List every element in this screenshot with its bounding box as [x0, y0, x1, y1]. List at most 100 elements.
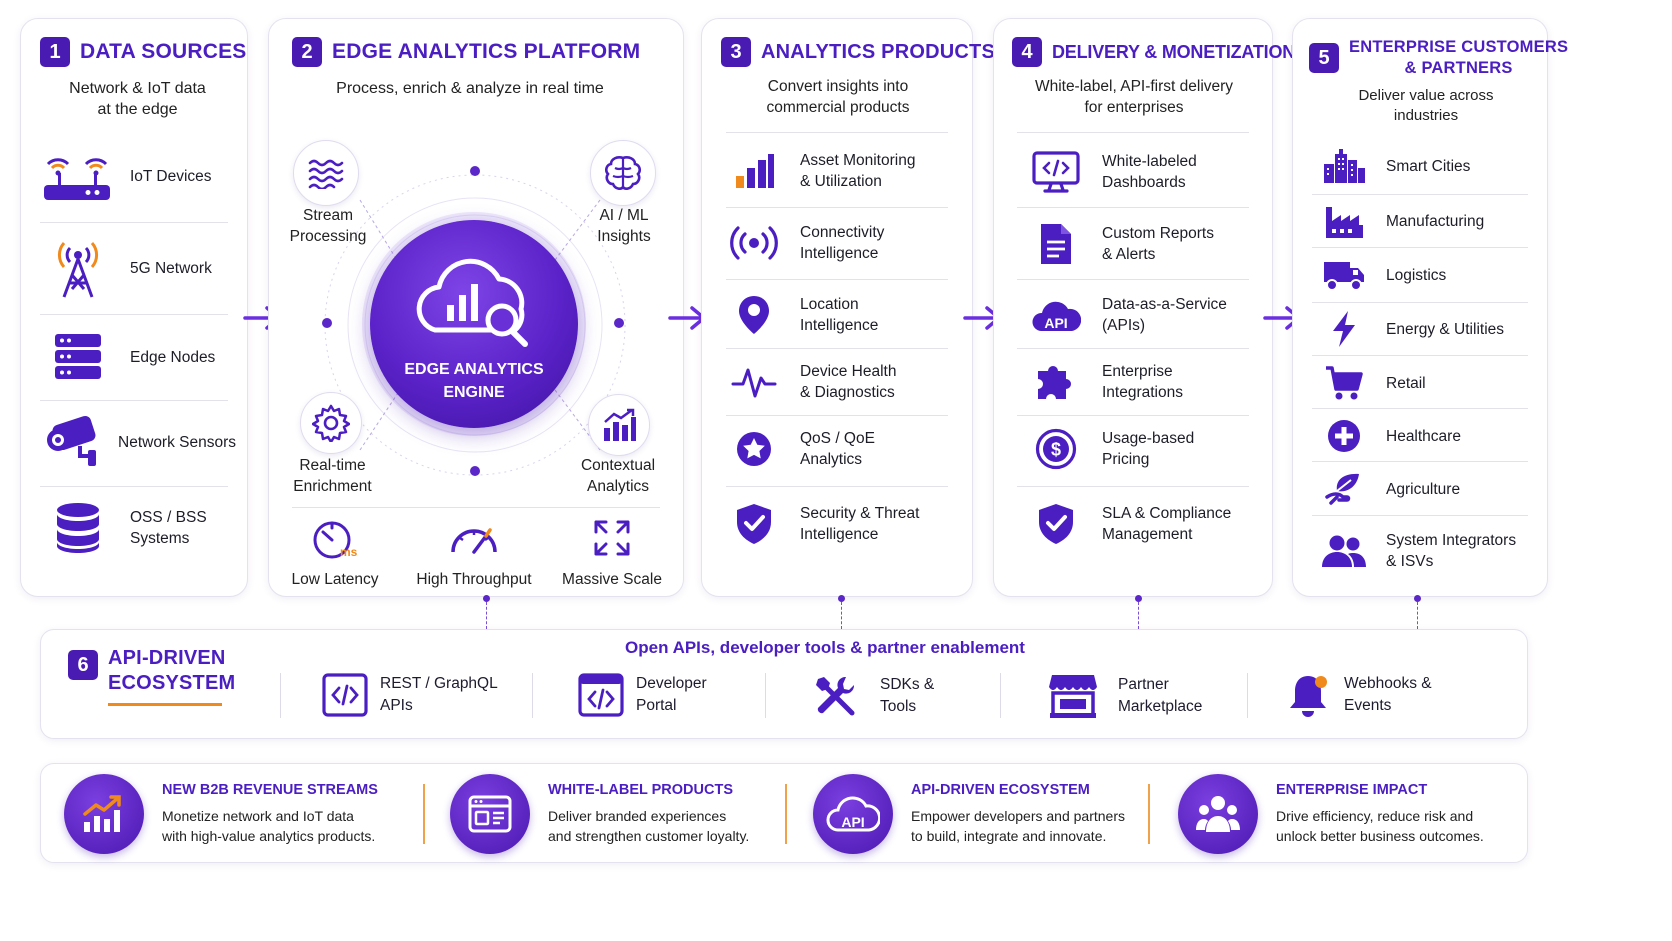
divider — [1312, 461, 1528, 462]
section-subtitle: Network & IoT data at the edge — [69, 80, 206, 118]
item-label: Device Health & Diagnostics — [800, 363, 897, 401]
separator — [1000, 673, 1001, 718]
item-label: Edge Nodes — [130, 348, 216, 366]
separator — [765, 673, 766, 718]
shopping-cart-icon — [1318, 365, 1370, 401]
source-network-sensors: Network Sensors — [44, 416, 236, 468]
delivery-sla-compliance: SLA & Compliance Management — [1030, 502, 1231, 546]
node-contextual-analytics — [588, 394, 650, 456]
section-title: EDGE ANALYTICS PLATFORM — [332, 39, 641, 63]
svg-text:$: $ — [1051, 440, 1061, 460]
item-label: Asset Monitoring & Utilization — [800, 152, 916, 190]
truck-icon — [1318, 258, 1370, 292]
item-label: Retail — [1386, 374, 1426, 392]
dollar-coin-icon: $ — [1030, 428, 1082, 470]
source-edge-nodes: Edge Nodes — [52, 332, 215, 382]
cloud-analytics-icon — [416, 258, 528, 347]
benefit-api-ecosystem: API API-DRIVEN ECOSYSTEM Empower develop… — [813, 774, 1125, 854]
divider — [726, 415, 948, 416]
database-icon — [52, 502, 104, 554]
separator — [785, 784, 787, 844]
benefit-desc: Empower developers and partners to build… — [911, 808, 1126, 844]
users-icon — [1318, 533, 1370, 569]
node-realtime-enrichment — [300, 392, 362, 454]
document-icon — [1030, 222, 1082, 266]
star-badge-icon — [728, 430, 780, 468]
puzzle-icon — [1030, 361, 1082, 403]
benefit-title: API-DRIVEN ECOSYSTEM — [911, 782, 1090, 798]
divider — [40, 314, 228, 315]
section-title: ENTERPRISE CUSTOMERS & PARTNERS — [1349, 38, 1569, 77]
eco-label: Partner Marketplace — [1118, 676, 1203, 715]
edge-platform-header: 2 EDGE ANALYTICS PLATFORM — [292, 37, 640, 67]
api-cloud-icon: API — [1030, 295, 1082, 335]
section-number: 5 — [1309, 43, 1339, 73]
expand-arrows-icon — [594, 520, 630, 556]
monitor-code-icon — [1030, 150, 1082, 194]
item-label: Smart Cities — [1386, 157, 1471, 175]
benefit-desc: Drive efficiency, reduce risk and unlock… — [1276, 808, 1484, 844]
code-brackets-icon — [322, 673, 368, 717]
eco-label: Webhooks & Events — [1344, 675, 1432, 714]
api-ecosystem-card — [40, 629, 1528, 739]
node-label: AI / ML Insights — [597, 207, 651, 245]
divider — [726, 207, 948, 208]
item-label: Energy & Utilities — [1386, 320, 1505, 338]
customer-healthcare: Healthcare — [1318, 418, 1461, 454]
gear-icon — [312, 404, 350, 442]
item-label: System Integrators & ISVs — [1386, 532, 1517, 570]
product-connectivity: Connectivity Intelligence — [728, 222, 884, 264]
node-label: Real-time Enrichment — [293, 457, 372, 495]
divider — [1017, 132, 1249, 133]
item-label: Connectivity Intelligence — [800, 224, 885, 262]
benefit-desc: Monetize network and IoT data with high-… — [162, 808, 376, 844]
divider — [726, 132, 948, 133]
item-label: Usage-based Pricing — [1102, 430, 1195, 468]
source-iot-devices: IoT Devices — [42, 148, 212, 204]
delivery-integrations: Enterprise Integrations — [1030, 361, 1183, 403]
api-ecosystem-header: 6 API-DRIVEN ECOSYSTEM — [68, 646, 235, 706]
connector-line — [1417, 602, 1418, 629]
timer-ms-icon: ms — [313, 521, 358, 559]
router-wifi-icon — [42, 148, 112, 204]
eco-label: SDKs & Tools — [880, 676, 935, 715]
divider — [726, 279, 948, 280]
eco-webhooks-events: Webhooks & Events — [1288, 672, 1432, 718]
item-label: IoT Devices — [130, 167, 212, 185]
product-device-health: Device Health & Diagnostics — [728, 361, 897, 403]
connector-dot — [1414, 595, 1421, 602]
feature-massive-scale: Massive Scale — [560, 518, 664, 590]
section-number: 4 — [1012, 37, 1042, 67]
node-stream-processing — [293, 140, 359, 206]
speedometer-icon — [451, 528, 497, 554]
eco-label: Developer Portal — [636, 675, 707, 714]
benefits-card — [40, 763, 1528, 863]
item-label: OSS / BSS Systems — [130, 509, 207, 547]
item-label: Agriculture — [1386, 480, 1461, 498]
section-title: DATA SOURCES — [80, 39, 247, 63]
api-text: API — [1044, 315, 1067, 331]
separator — [280, 673, 281, 718]
item-label: Enterprise Integrations — [1102, 363, 1183, 401]
growth-chart-icon — [64, 774, 144, 854]
api-cloud-icon: API — [813, 774, 893, 854]
divider — [726, 348, 948, 349]
connector-line — [1138, 602, 1139, 629]
node-ai-ml — [590, 140, 656, 206]
section-number: 3 — [721, 37, 751, 67]
divider — [292, 507, 660, 508]
benefit-revenue-streams: NEW B2B REVENUE STREAMS Monetize network… — [64, 774, 378, 854]
divider — [1312, 408, 1528, 409]
section-subtitle: Process, enrich & analyze in real time — [336, 80, 604, 97]
separator — [1148, 784, 1150, 844]
customer-agriculture: Agriculture — [1318, 471, 1460, 507]
engine-label: EDGE ANALYTICS ENGINE — [404, 361, 544, 401]
tools-icon — [816, 676, 855, 716]
customer-retail: Retail — [1318, 365, 1426, 401]
item-label: QoS / QoE Analytics — [800, 430, 875, 468]
item-label: Logistics — [1386, 266, 1447, 284]
customer-smart-cities: Smart Cities — [1318, 148, 1470, 184]
section-subtitle: Deliver value across industries — [1358, 87, 1494, 124]
team-icon — [1178, 774, 1258, 854]
bar-chart-up-icon — [604, 408, 636, 441]
